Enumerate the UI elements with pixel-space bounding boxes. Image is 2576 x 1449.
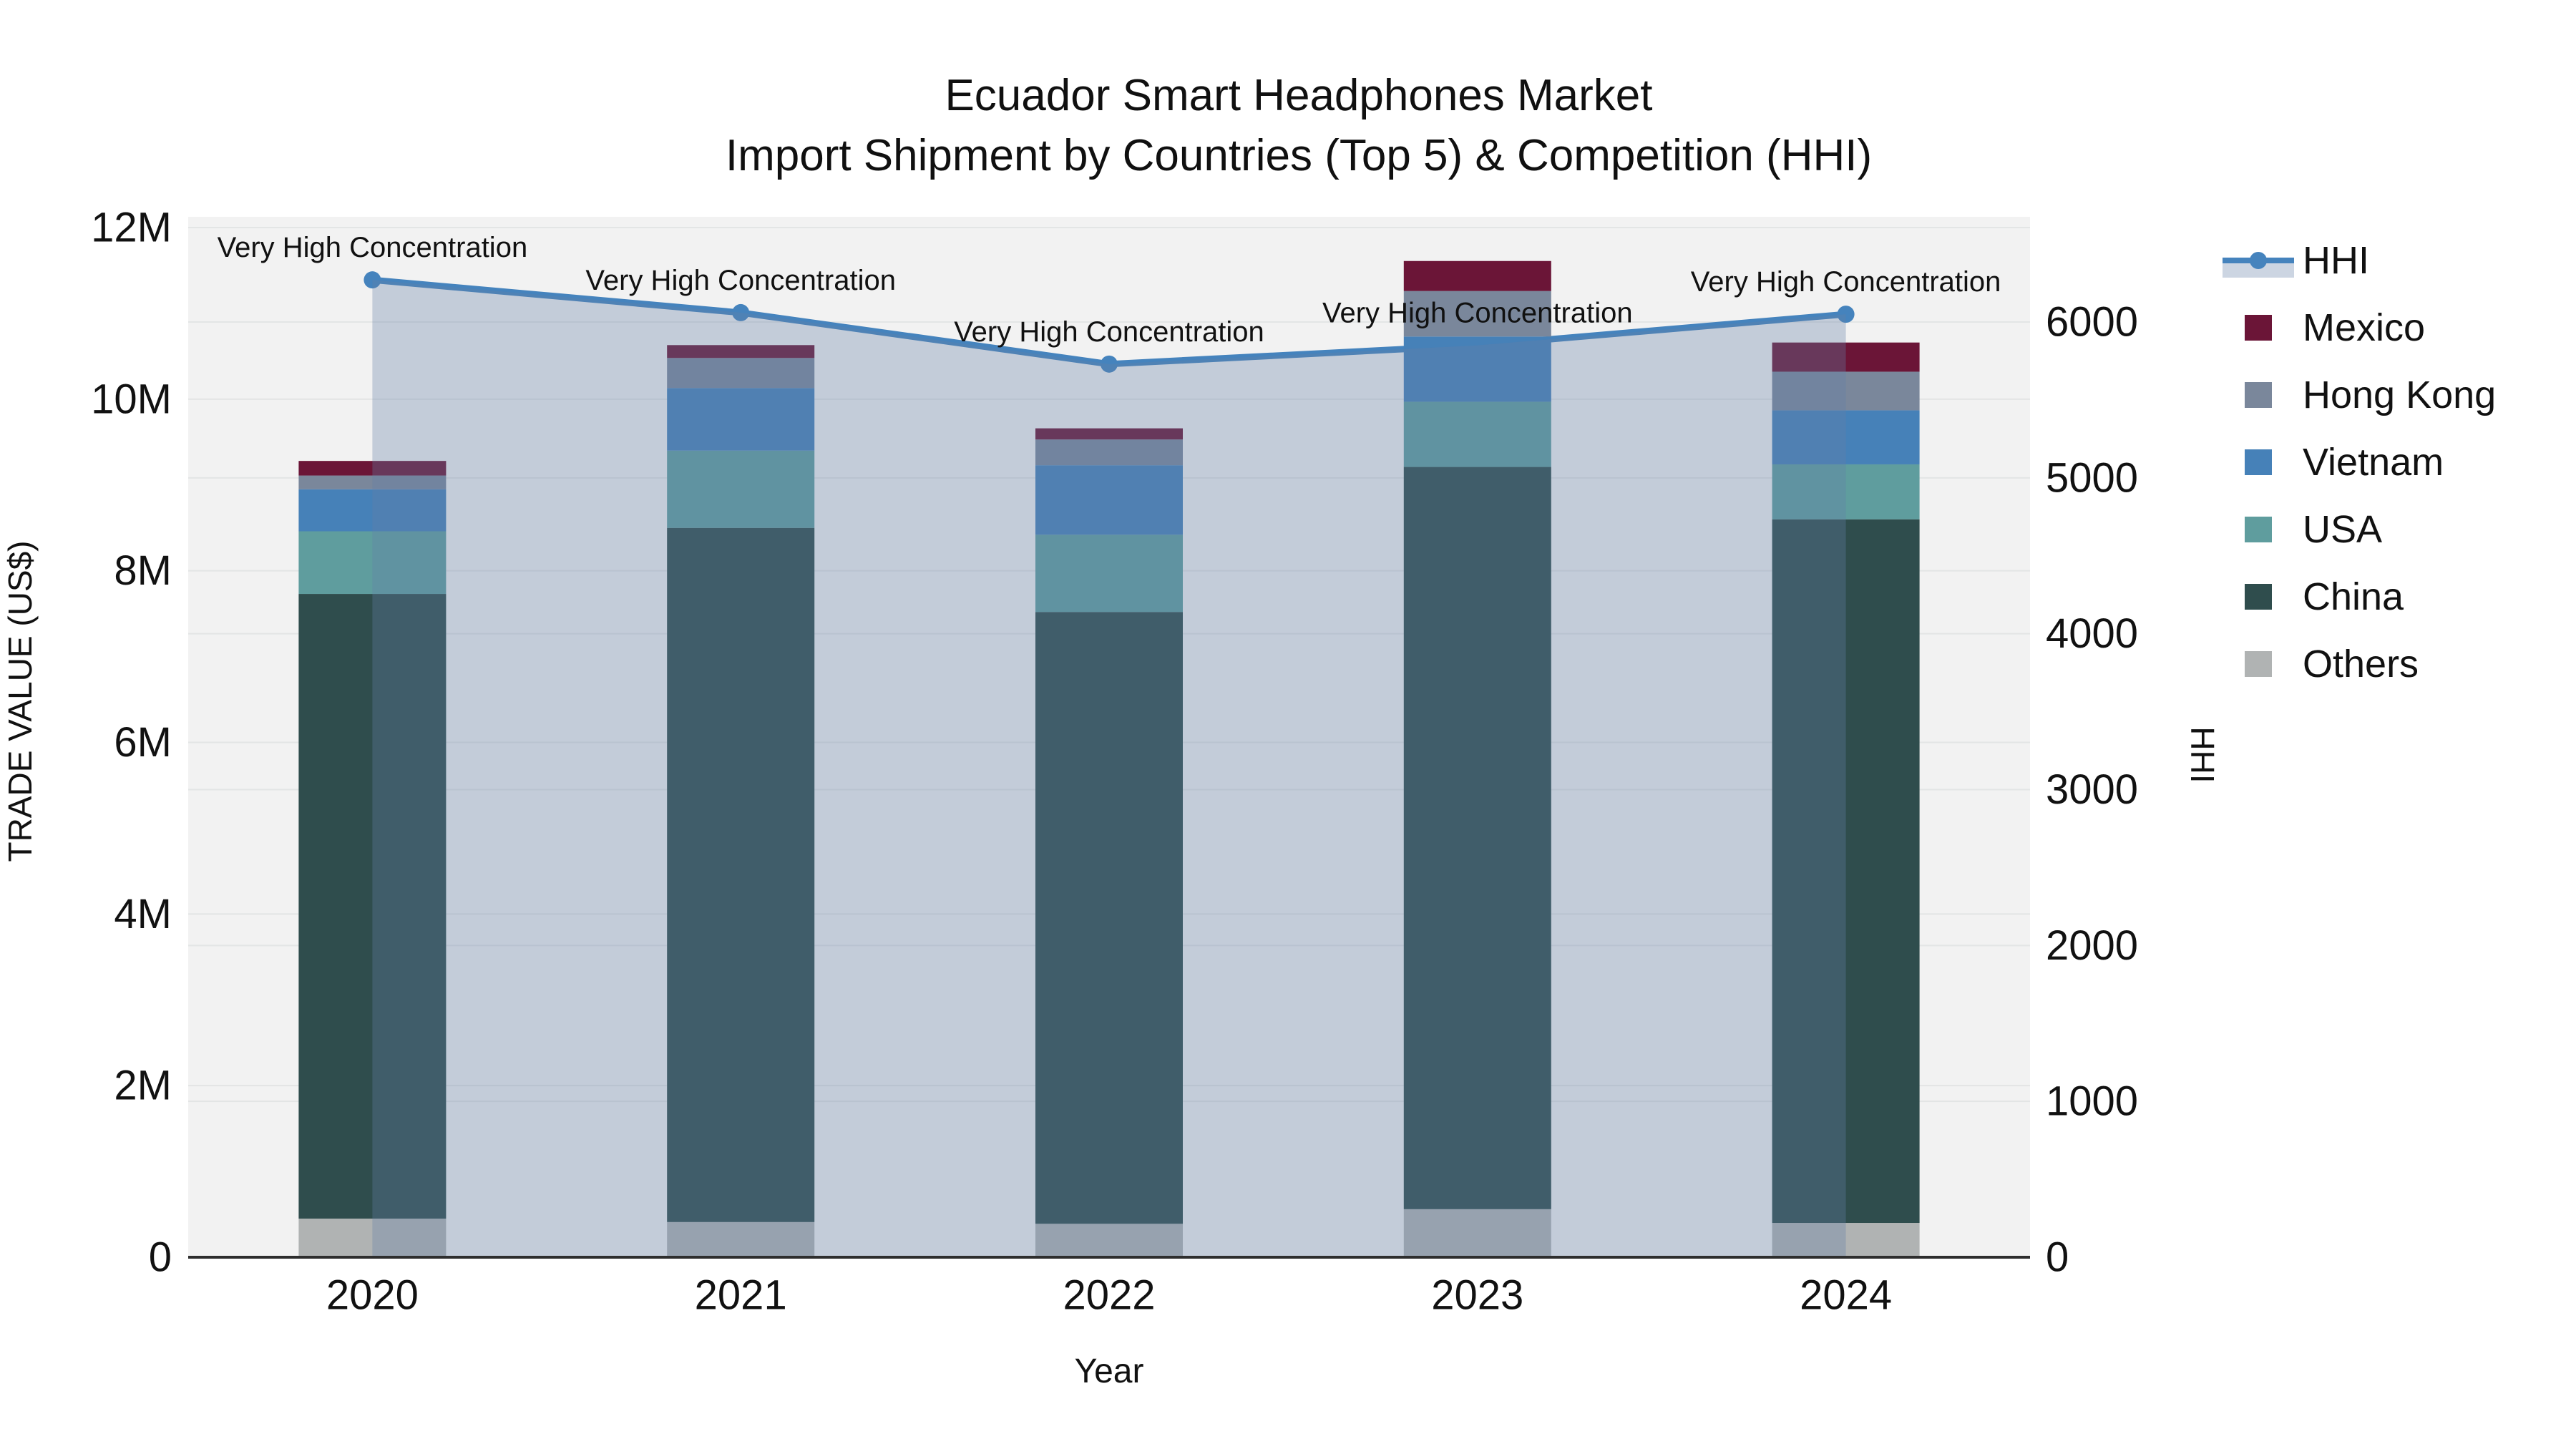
bar-segment-usa-2020[interactable] xyxy=(298,531,447,595)
y-right-tick-label: 3000 xyxy=(2046,766,2138,813)
legend-swatch-others xyxy=(2245,651,2272,677)
hhi-marker-2021[interactable] xyxy=(732,303,750,321)
legend-label-usa: USA xyxy=(2303,508,2382,551)
chart-title: Ecuador Smart Headphones Market xyxy=(945,71,1653,120)
y-right-axis-title: HHI xyxy=(2184,726,2221,783)
y-right-tick-label: 2000 xyxy=(2046,922,2138,969)
y-left-axis-title: TRADE VALUE (US$) xyxy=(1,540,39,862)
bar-segment-usa-2024[interactable] xyxy=(1772,464,1920,519)
bar-segment-china-2023[interactable] xyxy=(1403,467,1551,1209)
bar-segment-vietnam-2023[interactable] xyxy=(1403,336,1551,402)
annotation-2021: Very High Concentration xyxy=(585,265,896,296)
legend-label-mexico: Mexico xyxy=(2303,306,2425,349)
legend-hhi-marker-sample xyxy=(2250,252,2267,269)
y-left-tick-label: 6M xyxy=(114,719,172,766)
y-left-tick-label: 8M xyxy=(114,547,172,594)
annotation-2020: Very High Concentration xyxy=(218,232,528,263)
bar-segment-hong-kong-2023[interactable] xyxy=(1403,291,1551,337)
legend-item-mexico[interactable]: Mexico xyxy=(2245,306,2425,349)
legend-swatch-usa xyxy=(2245,517,2272,542)
legend-label-others: Others xyxy=(2303,643,2419,686)
bar-segment-vietnam-2020[interactable] xyxy=(298,489,447,532)
y-right-tick-label: 4000 xyxy=(2046,610,2138,657)
bar-segment-mexico-2023[interactable] xyxy=(1403,260,1551,291)
y-right-tick-label: 5000 xyxy=(2046,454,2138,501)
legend-swatch-hong-kong xyxy=(2245,382,2272,408)
bar-segment-china-2024[interactable] xyxy=(1772,519,1920,1224)
bar-segment-china-2022[interactable] xyxy=(1035,612,1183,1224)
chart-subtitle: Import Shipment by Countries (Top 5) & C… xyxy=(725,131,1873,180)
y-left-tick-label: 0 xyxy=(149,1234,172,1281)
bar-segment-hong-kong-2021[interactable] xyxy=(667,358,815,389)
legend-label-hong-kong: Hong Kong xyxy=(2303,374,2496,416)
legend-swatch-mexico xyxy=(2245,315,2272,341)
x-tick-label-2024: 2024 xyxy=(1800,1272,1892,1319)
y-left-tick-label: 2M xyxy=(114,1063,172,1109)
bar-segment-mexico-2021[interactable] xyxy=(667,345,815,358)
bar-segment-vietnam-2024[interactable] xyxy=(1772,410,1920,464)
bar-segment-others-2023[interactable] xyxy=(1403,1209,1551,1257)
legend-item-usa[interactable]: USA xyxy=(2245,508,2382,551)
y-right-tick-label: 0 xyxy=(2046,1234,2069,1281)
bar-segment-others-2020[interactable] xyxy=(298,1219,447,1257)
bar-segment-mexico-2022[interactable] xyxy=(1035,428,1183,440)
bar-segment-hong-kong-2022[interactable] xyxy=(1035,439,1183,466)
legend-swatch-vietnam xyxy=(2245,449,2272,475)
hhi-marker-2024[interactable] xyxy=(1837,306,1855,323)
bar-segment-hong-kong-2020[interactable] xyxy=(298,475,447,489)
y-left-tick-label: 12M xyxy=(91,204,172,250)
hhi-area-fill xyxy=(372,280,1846,1257)
legend-item-others[interactable]: Others xyxy=(2245,643,2419,686)
legend-item-hong-kong[interactable]: Hong Kong xyxy=(2245,374,2496,416)
bar-segment-usa-2022[interactable] xyxy=(1035,535,1183,613)
hhi-marker-2020[interactable] xyxy=(364,271,381,289)
x-axis-title: Year xyxy=(1075,1352,1144,1390)
bar-segment-vietnam-2021[interactable] xyxy=(667,388,815,451)
legend-swatch-china xyxy=(2245,584,2272,610)
x-tick-label-2021: 2021 xyxy=(695,1272,787,1319)
bar-segment-hong-kong-2024[interactable] xyxy=(1772,371,1920,411)
y-left-tick-label: 4M xyxy=(114,891,172,937)
y-left-tick-label: 10M xyxy=(91,376,172,422)
bar-segment-usa-2021[interactable] xyxy=(667,450,815,528)
y-right-tick-label: 1000 xyxy=(2046,1078,2138,1125)
legend-label-vietnam: Vietnam xyxy=(2303,441,2444,484)
y-right-tick-label: 6000 xyxy=(2046,299,2138,346)
bar-segment-vietnam-2022[interactable] xyxy=(1035,465,1183,535)
bar-segment-others-2022[interactable] xyxy=(1035,1224,1183,1257)
bar-segment-mexico-2024[interactable] xyxy=(1772,342,1920,372)
legend-label-china: China xyxy=(2303,575,2404,618)
annotation-2023: Very High Concentration xyxy=(1322,298,1633,329)
bar-segment-china-2021[interactable] xyxy=(667,527,815,1222)
legend-item-hhi[interactable]: HHI xyxy=(2223,239,2369,282)
x-tick-label-2023: 2023 xyxy=(1431,1272,1523,1319)
annotation-2022: Very High Concentration xyxy=(954,316,1264,348)
x-tick-label-2022: 2022 xyxy=(1063,1272,1155,1319)
legend-item-china[interactable]: China xyxy=(2245,575,2404,618)
bar-segment-usa-2023[interactable] xyxy=(1403,401,1551,467)
bar-segment-others-2021[interactable] xyxy=(667,1221,815,1257)
hhi-marker-2022[interactable] xyxy=(1101,355,1118,373)
bar-segment-china-2020[interactable] xyxy=(298,594,447,1219)
annotation-2024: Very High Concentration xyxy=(1691,266,2001,298)
legend-item-vietnam[interactable]: Vietnam xyxy=(2245,441,2444,484)
bar-segment-others-2024[interactable] xyxy=(1772,1223,1920,1257)
bar-segment-mexico-2020[interactable] xyxy=(298,461,447,476)
x-tick-label-2020: 2020 xyxy=(326,1272,419,1319)
legend-label-hhi: HHI xyxy=(2303,239,2369,282)
